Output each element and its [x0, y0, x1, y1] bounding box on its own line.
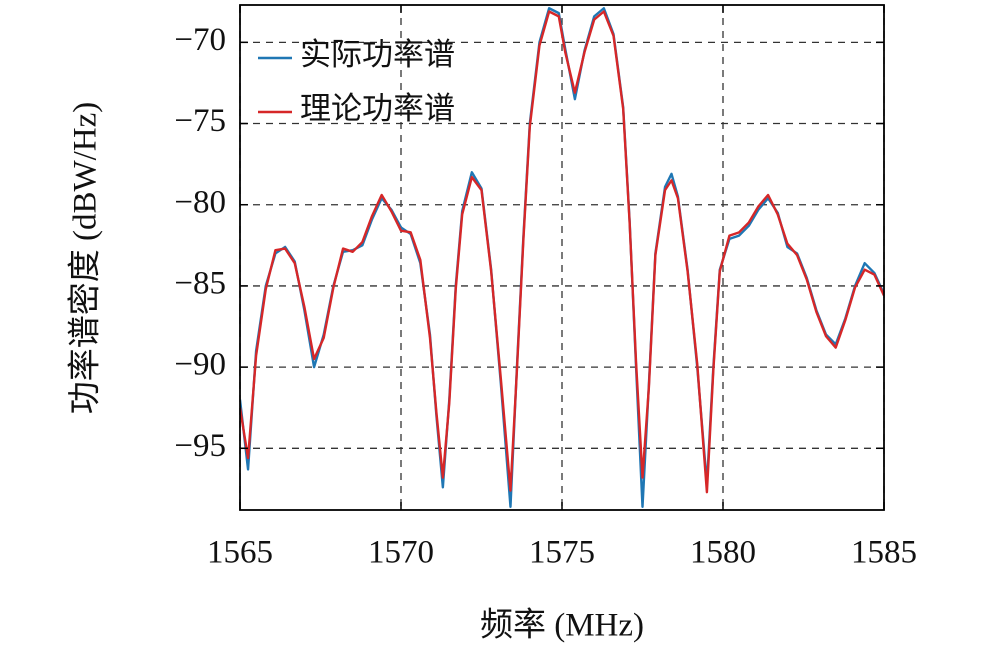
lines [240, 7, 884, 508]
x-tick-label: 1585 [851, 535, 917, 571]
y-axis-label: 功率谱密度 (dBW/Hz) [67, 102, 104, 415]
x-axis-label: 频率 (MHz) [480, 607, 644, 644]
y-tick-label: −85 [174, 265, 226, 301]
y-tick-label: −90 [174, 347, 226, 383]
y-tick-label: −75 [174, 103, 226, 139]
legend-label: 理论功率谱 [300, 91, 455, 126]
y-tick-label: −70 [174, 22, 226, 58]
legend-label: 实际功率谱 [300, 37, 455, 72]
x-tick-label: 1565 [207, 535, 273, 571]
x-tick-label: 1580 [690, 535, 756, 571]
x-tick-label: 1575 [529, 535, 595, 571]
y-tick-label: −95 [174, 428, 226, 464]
x-tick-label: 1570 [368, 535, 434, 571]
series-line [240, 10, 884, 494]
y-tick-label: −80 [174, 184, 226, 220]
